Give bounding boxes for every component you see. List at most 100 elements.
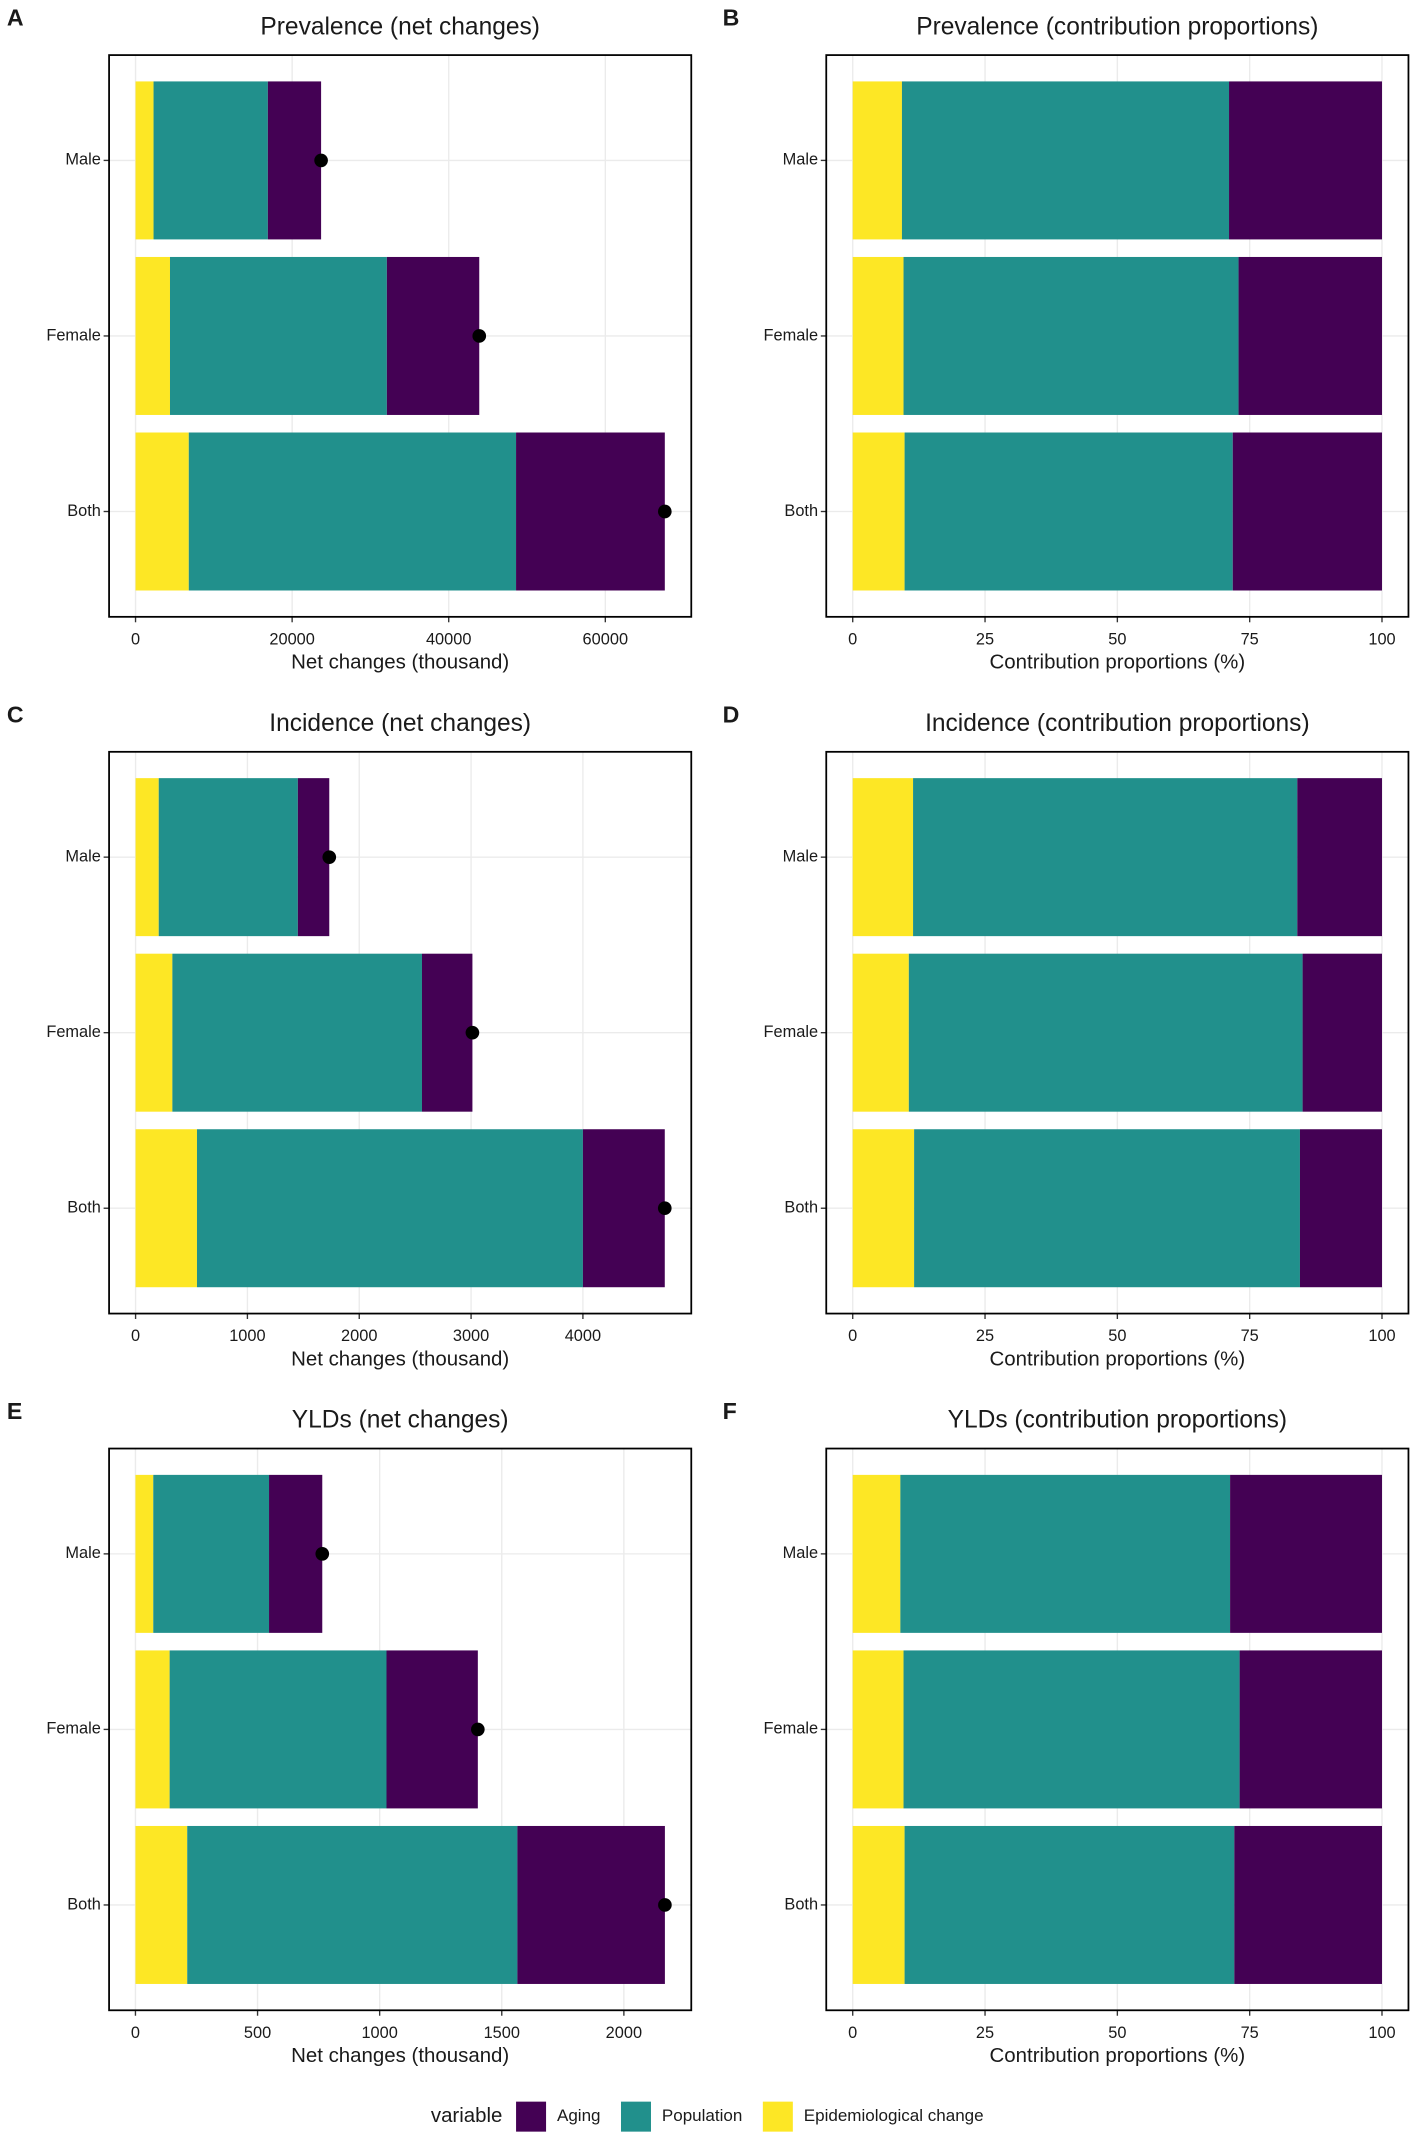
plot-border — [108, 1447, 693, 2012]
y-tick-label: Female — [46, 1720, 101, 1738]
bar-segment — [516, 432, 665, 591]
y-tick-label: Female — [764, 1023, 819, 1041]
bar-segment — [1234, 1825, 1382, 1984]
legend-swatch — [516, 2101, 547, 2132]
plot-border — [825, 54, 1410, 618]
bar-segment — [1238, 256, 1382, 415]
x-tick-label: 100 — [1368, 2024, 1395, 2042]
x-tick-label: 25 — [976, 2024, 994, 2042]
chart-title: YLDs (net changes) — [292, 1407, 509, 1434]
chart-title: Prevalence (net changes) — [260, 13, 540, 40]
x-tick-label: 0 — [848, 630, 857, 648]
x-tick-label: 2000 — [341, 1327, 377, 1345]
bar-segment — [1230, 1474, 1382, 1633]
bar-segment — [903, 1650, 1240, 1809]
x-tick-label: 0 — [848, 1327, 857, 1345]
x-tick-label: 50 — [1108, 630, 1126, 648]
net-point — [314, 153, 328, 168]
bar-segment — [852, 432, 905, 591]
y-tick-label: Female — [46, 326, 101, 344]
y-tick-label: Male — [65, 847, 100, 865]
y-tick-label: Male — [783, 151, 818, 169]
y-tick-label: Female — [46, 1023, 101, 1041]
legend-title: variable — [431, 2104, 503, 2127]
bar-segment — [196, 1129, 583, 1288]
bar-segment — [153, 1474, 270, 1633]
bar-segment — [135, 1825, 188, 1984]
x-axis-label: Contribution proportions (%) — [990, 651, 1246, 674]
y-tick-label: Both — [784, 502, 818, 520]
y-tick-label: Male — [65, 1544, 100, 1562]
chart-title: YLDs (contribution proportions) — [948, 1407, 1288, 1434]
net-point — [315, 1547, 330, 1561]
bar-segment — [852, 1650, 904, 1809]
x-tick-label: 40000 — [426, 630, 472, 648]
bar-segment — [421, 953, 473, 1112]
bar-segment — [135, 778, 159, 937]
bar-segment — [908, 953, 1303, 1112]
x-tick-label: 1500 — [484, 2024, 520, 2042]
bar-segment — [852, 778, 914, 937]
x-tick-label: 0 — [131, 2024, 140, 2042]
chart-title: Incidence (contribution proportions) — [925, 710, 1310, 737]
x-tick-label: 0 — [848, 2024, 857, 2042]
legend-label: Epidemiological change — [804, 2106, 984, 2125]
x-tick-label: 20000 — [269, 630, 315, 648]
bar-segment — [900, 1474, 1231, 1633]
chart-title: Incidence (net changes) — [269, 710, 531, 737]
bar-segment — [1302, 953, 1382, 1112]
x-tick-label: 50 — [1108, 2024, 1126, 2042]
bar-segment — [852, 81, 902, 240]
plot-border — [825, 750, 1410, 1315]
bar-segment — [852, 1474, 901, 1633]
net-point — [657, 1201, 672, 1216]
plot-border — [108, 750, 693, 1315]
bar-segment — [135, 953, 173, 1112]
bar-segment — [135, 1650, 170, 1809]
y-tick-label: Male — [783, 1544, 818, 1562]
bar-segment — [1239, 1650, 1382, 1809]
bar-segment — [904, 1825, 1235, 1984]
net-point — [465, 1025, 480, 1040]
bar-segment — [852, 1129, 915, 1288]
legend-label: Aging — [557, 2106, 601, 2125]
x-tick-label: 25 — [976, 1327, 994, 1345]
net-point — [472, 329, 487, 343]
panel-label: E — [7, 1398, 22, 1424]
y-tick-label: Female — [764, 1720, 819, 1738]
legend-label: Population — [662, 2106, 743, 2125]
bar-segment — [913, 778, 1298, 937]
x-tick-label: 100 — [1368, 1327, 1395, 1345]
x-tick-label: 2000 — [606, 2024, 642, 2042]
plot-border — [108, 54, 693, 618]
bar-segment — [135, 256, 170, 415]
y-tick-label: Both — [67, 502, 101, 520]
bar-segment — [135, 81, 154, 240]
chart-title: Prevalence (contribution proportions) — [916, 13, 1318, 40]
bar-segment — [1232, 432, 1382, 591]
x-tick-label: 4000 — [565, 1327, 601, 1345]
x-axis-label: Contribution proportions (%) — [990, 1347, 1246, 1370]
x-tick-label: 3000 — [453, 1327, 489, 1345]
bar-segment — [187, 1825, 518, 1984]
x-tick-label: 25 — [976, 630, 994, 648]
x-tick-label: 0 — [131, 1327, 140, 1345]
x-tick-label: 75 — [1241, 630, 1259, 648]
bar-segment — [903, 256, 1239, 415]
bar-segment — [135, 1474, 154, 1633]
panel-label: B — [723, 5, 740, 31]
y-tick-label: Male — [783, 847, 818, 865]
x-axis-label: Net changes (thousand) — [291, 651, 509, 674]
bar-segment — [267, 81, 322, 240]
y-tick-label: Female — [764, 326, 819, 344]
plot-border — [825, 1447, 1410, 2012]
y-tick-label: Both — [67, 1895, 101, 1913]
x-tick-label: 1000 — [361, 2024, 397, 2042]
bar-segment — [172, 953, 422, 1112]
bar-segment — [852, 953, 909, 1112]
x-tick-label: 100 — [1368, 630, 1395, 648]
x-tick-label: 500 — [244, 2024, 271, 2042]
panel-label: A — [7, 5, 24, 31]
